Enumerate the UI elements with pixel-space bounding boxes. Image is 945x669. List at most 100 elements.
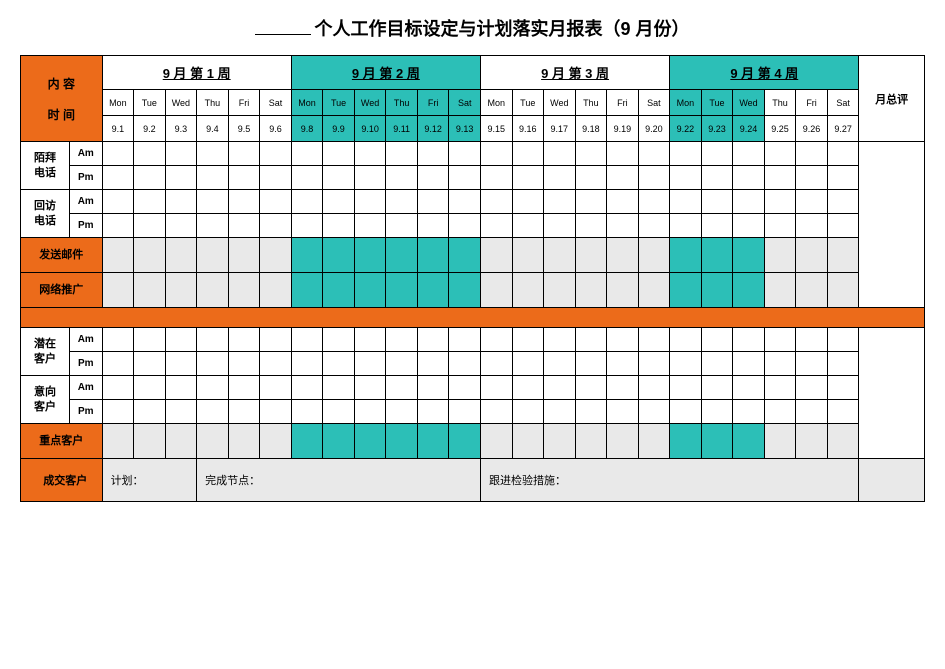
footer-measure: 跟进检验措施：	[480, 459, 858, 502]
data-cell	[102, 214, 134, 238]
table-row: 发送邮件	[21, 238, 925, 273]
title-underline	[255, 22, 311, 35]
summary-cell	[859, 142, 925, 308]
data-cell	[197, 376, 229, 400]
data-cell	[796, 273, 828, 308]
data-cell	[449, 238, 481, 273]
data-cell	[480, 328, 512, 352]
date-row: 9.19.29.39.49.59.69.89.99.109.119.129.13…	[21, 116, 925, 142]
data-cell	[733, 328, 765, 352]
dow-row: MonTueWedThuFriSatMonTueWedThuFriSatMonT…	[21, 90, 925, 116]
date-cell: 9.16	[512, 116, 544, 142]
data-cell	[386, 400, 418, 424]
data-cell	[134, 376, 166, 400]
data-cell	[607, 424, 639, 459]
data-cell	[796, 352, 828, 376]
row-label: 潜在客户	[21, 328, 70, 376]
data-cell	[638, 376, 670, 400]
data-cell	[670, 190, 702, 214]
data-cell	[197, 352, 229, 376]
data-cell	[228, 142, 260, 166]
data-cell	[102, 352, 134, 376]
page-title: 个人工作目标设定与计划落实月报表（9 月份）	[20, 15, 925, 41]
footer-node: 完成节点：	[197, 459, 481, 502]
data-cell	[323, 424, 355, 459]
dow-cell: Fri	[417, 90, 449, 116]
data-cell	[134, 328, 166, 352]
data-cell	[480, 424, 512, 459]
table-row: 重点客户	[21, 424, 925, 459]
data-cell	[260, 352, 292, 376]
data-cell	[638, 328, 670, 352]
data-cell	[764, 376, 796, 400]
data-cell	[733, 400, 765, 424]
data-cell	[165, 352, 197, 376]
data-cell	[764, 142, 796, 166]
row-label: 陌拜电话	[21, 142, 70, 190]
data-cell	[701, 238, 733, 273]
data-cell	[165, 400, 197, 424]
data-cell	[544, 214, 576, 238]
data-cell	[544, 142, 576, 166]
data-cell	[291, 190, 323, 214]
data-cell	[323, 273, 355, 308]
data-cell	[827, 238, 859, 273]
data-cell	[701, 166, 733, 190]
data-cell	[228, 400, 260, 424]
date-cell: 9.5	[228, 116, 260, 142]
data-cell	[512, 400, 544, 424]
date-cell: 9.15	[480, 116, 512, 142]
data-cell	[480, 352, 512, 376]
data-cell	[701, 190, 733, 214]
data-cell	[827, 142, 859, 166]
date-cell: 9.3	[165, 116, 197, 142]
data-cell	[260, 214, 292, 238]
data-cell	[197, 328, 229, 352]
data-cell	[260, 424, 292, 459]
data-cell	[291, 376, 323, 400]
data-cell	[354, 273, 386, 308]
data-cell	[670, 400, 702, 424]
data-cell	[323, 376, 355, 400]
row-label: 网络推广	[21, 273, 103, 308]
data-cell	[386, 328, 418, 352]
data-cell	[480, 166, 512, 190]
data-cell	[165, 376, 197, 400]
data-cell	[102, 376, 134, 400]
data-cell	[575, 424, 607, 459]
data-cell	[102, 424, 134, 459]
data-cell	[386, 190, 418, 214]
data-cell	[228, 273, 260, 308]
footer-side-label: 成交客户	[21, 459, 103, 502]
data-cell	[354, 214, 386, 238]
data-cell	[764, 352, 796, 376]
data-cell	[638, 214, 670, 238]
sep-body	[102, 308, 859, 328]
footer-plan: 计划：	[102, 459, 197, 502]
date-cell: 9.8	[291, 116, 323, 142]
sep-summary	[859, 308, 925, 328]
table-row: 意向客户Am	[21, 376, 925, 400]
data-cell	[228, 328, 260, 352]
data-cell	[228, 190, 260, 214]
data-cell	[291, 352, 323, 376]
date-cell: 9.18	[575, 116, 607, 142]
data-cell	[102, 328, 134, 352]
data-cell	[607, 166, 639, 190]
data-cell	[197, 238, 229, 273]
data-cell	[260, 238, 292, 273]
dow-cell: Tue	[134, 90, 166, 116]
dow-cell: Wed	[544, 90, 576, 116]
data-cell	[480, 238, 512, 273]
table-row: 网络推广	[21, 273, 925, 308]
table-row: Pm	[21, 352, 925, 376]
data-cell	[354, 328, 386, 352]
data-cell	[544, 328, 576, 352]
week-3-header: 9 月 第 3 周	[480, 56, 669, 90]
data-cell	[354, 376, 386, 400]
row-label: 意向客户	[21, 376, 70, 424]
data-cell	[827, 400, 859, 424]
data-cell	[512, 238, 544, 273]
date-cell: 9.12	[417, 116, 449, 142]
schedule-table: 内 容 时 间 9 月 第 1 周 9 月 第 2 周 9 月 第 3 周 9 …	[20, 55, 925, 502]
